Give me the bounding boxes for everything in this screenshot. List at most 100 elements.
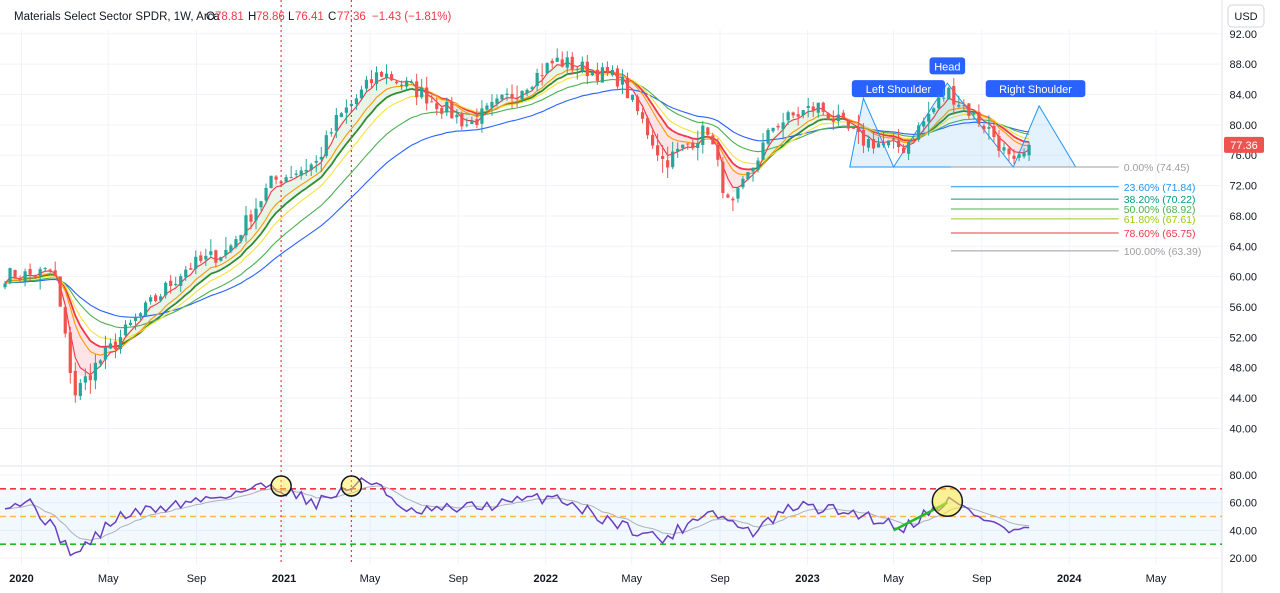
candle-body [550,60,554,64]
candle-body [711,135,715,145]
ribbon-edge [506,102,513,106]
ribbon-edge [466,109,473,113]
rsi-tick-label: 80.00 [1229,470,1257,482]
ribbon-segment [296,173,302,196]
candle-body [1017,154,1021,158]
rsi-tick-label: 40.00 [1229,525,1257,537]
currency-button[interactable]: USD [1227,4,1265,28]
ribbon-edge [365,112,373,119]
ribbon-edge [656,112,664,121]
candle-body [736,188,740,199]
candle-body [891,138,896,140]
fib-level-label: 100.00% (63.39) [1124,246,1202,258]
candle-body [374,72,379,85]
candle-body [871,139,876,149]
open-value: 78.81 [215,11,244,23]
ribbon-edge [933,123,940,130]
ribbon-edge [812,119,819,125]
candle-body [811,106,815,111]
candle-body [244,215,248,236]
ribbon-edge [998,124,1005,130]
ribbon-edge [1013,135,1020,141]
candle-body [1002,147,1006,151]
candle-body [23,271,27,282]
candle-body [189,268,193,270]
ribbon-edge [883,134,889,137]
ribbon-edge [305,183,312,190]
ribbon-edge [135,331,142,337]
fib-level-label: 61.80% (67.61) [1124,214,1196,226]
candle-body [425,87,429,104]
candle-body [625,77,630,99]
candle-body [967,103,971,116]
time-tick-label: May [883,573,904,585]
candle-body [1027,144,1031,156]
candle-body [224,250,228,255]
candle-body [13,270,17,279]
ribbon-edge [572,71,578,75]
candle-body [545,63,549,74]
candle-body [18,278,22,280]
ribbon-edge [672,130,679,135]
ribbon-edge [651,104,659,114]
candle-body [776,125,780,128]
candle-body [339,113,343,118]
candle-body [866,139,871,148]
rsi-highlight-circle [931,485,964,518]
ribbon-edge [94,343,101,348]
candle-body [836,114,840,122]
candle-body [912,140,916,142]
low-value: 76.41 [295,11,324,23]
ribbon-edge [325,164,333,172]
candle-body [791,112,795,116]
candle-body [379,71,384,77]
candle-body [896,140,901,148]
candle-body [525,89,529,94]
fib-level-label: 0.00% (74.45) [1124,162,1190,174]
candle-body [937,97,941,109]
candle-body [962,105,966,107]
candle-body [405,80,409,87]
ribbon-edge [280,202,287,209]
ribbon-edge [74,315,82,327]
chart-title: Materials Select Sector SPDR, 1W, Arca [14,11,220,23]
price-tick-label: 52.00 [1229,332,1257,344]
ribbon-edge [893,135,899,139]
ribbon-edge [89,340,96,346]
fib-level-label: 23.60% (71.84) [1124,182,1196,194]
rsi-highlight-circle [270,475,292,497]
candle-body [88,375,92,381]
ribbon-edge [1023,140,1030,143]
time-tick-label: Sep [187,573,207,585]
close-label: C [328,11,336,23]
ribbon-edge [797,129,804,135]
candle-body [445,101,449,113]
price-tick-label: 92.00 [1229,29,1257,41]
candle-body [234,239,238,248]
candle-body [681,144,685,148]
ribbon-segment [125,328,131,343]
candle-body [821,102,825,112]
candle-body [364,79,369,89]
ribbon-edge [255,233,262,241]
fib-level-label: 38.20% (70.22) [1124,194,1196,206]
candle-body [369,79,374,84]
pattern-label: Left Shoulder [866,84,932,96]
time-tick-label: Sep [710,573,730,585]
candle-body [344,107,348,113]
candle-body [580,61,584,71]
candle-body [671,151,675,168]
ribbon-edge [928,127,935,133]
rsi-tick-label: 20.00 [1229,553,1257,565]
candle-body [560,59,564,67]
ribbon-edge [79,325,87,335]
candle-body [319,156,323,160]
candle-body [113,341,118,350]
candle-body [706,127,710,135]
ribbon-edge [1003,128,1010,134]
candle-body [259,201,263,208]
candle-body [299,170,303,176]
ribbon-edge [556,76,563,80]
candle-body [861,129,866,146]
price-tick-label: 40.00 [1229,423,1257,435]
